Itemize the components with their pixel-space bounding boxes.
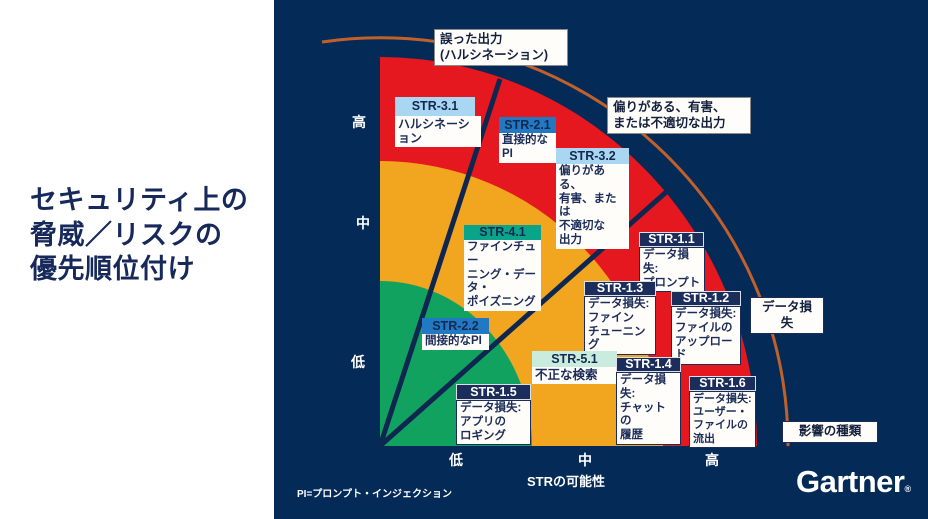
x-axis-title: STRの可能性 <box>527 474 606 489</box>
risk-item-desc: データ損失: ファイルの アップロード <box>671 306 741 366</box>
risk-item-desc: ファインチュー ニング・データ・ ポイズニング <box>464 240 541 311</box>
callout-biased-harmful-output: 偏りがある、有害、 または不適切な出力 <box>607 97 751 135</box>
risk-item-badge: STR-1.6 <box>689 376 756 391</box>
registered-mark-icon: ® <box>904 484 911 494</box>
x-tick-low: 低 <box>449 452 463 468</box>
y-tick-mid: 中 <box>356 215 370 231</box>
risk-item-desc: データ損失: ファイン チューニング <box>584 296 656 356</box>
risk-item-str-5-1: STR-5.1 不正な検索 <box>532 351 617 384</box>
title-panel: セキュリティ上の 脅威／リスクの 優先順位付け <box>0 0 274 519</box>
risk-item-desc: 直接的なPI <box>499 133 556 163</box>
risk-item-str-1-6: STR-1.6 データ損失: ユーザー・ ファイルの 流出 <box>689 376 756 448</box>
risk-item-str-1-5: STR-1.5 データ損失: アプリの ロギング <box>456 384 531 446</box>
risk-item-desc: データ損失: アプリの ロギング <box>456 400 531 446</box>
risk-item-str-1-3: STR-1.3 データ損失: ファイン チューニング <box>584 281 656 356</box>
callout-data-loss: データ損失 <box>750 297 824 335</box>
risk-item-desc: データ損失: ユーザー・ ファイルの 流出 <box>689 391 756 448</box>
risk-item-badge: STR-1.3 <box>584 281 656 296</box>
gartner-logo: Gartner® <box>796 464 911 500</box>
risk-item-str-3-2: STR-3.2 偏りがある、 有害、または 不適切な 出力 <box>556 148 629 249</box>
risk-item-str-2-2: STR-2.2 間接的なPI <box>422 318 489 350</box>
page-title: セキュリティ上の 脅威／リスクの 優先順位付け <box>30 185 249 285</box>
risk-item-str-1-2: STR-1.2 データ損失: ファイルの アップロード <box>671 291 741 366</box>
risk-item-badge: STR-1.2 <box>671 291 741 306</box>
gartner-logo-text: Gartner <box>796 464 905 499</box>
risk-item-badge: STR-1.4 <box>616 357 681 372</box>
impact-arc-line <box>321 36 790 447</box>
risk-item-badge: STR-3.1 <box>395 97 475 116</box>
risk-item-badge: STR-1.5 <box>456 384 531 400</box>
risk-item-str-1-1: STR-1.1 データ損失: プロンプト <box>639 232 705 293</box>
risk-item-badge: STR-2.1 <box>499 117 556 133</box>
risk-item-badge: STR-3.2 <box>556 148 629 164</box>
y-tick-low: 低 <box>351 354 365 370</box>
risk-item-str-2-1: STR-2.1 直接的なPI <box>499 117 556 163</box>
risk-item-badge: STR-4.1 <box>464 225 541 240</box>
risk-item-str-1-4: STR-1.4 データ損失: チャットの 履歴 <box>616 357 681 445</box>
risk-item-str-4-1: STR-4.1 ファインチュー ニング・データ・ ポイズニング <box>464 225 541 311</box>
y-tick-high: 高 <box>352 114 366 130</box>
risk-item-badge: STR-2.2 <box>422 318 489 334</box>
risk-item-desc: 不正な検索 <box>532 367 617 384</box>
risk-item-desc: データ損失: チャットの 履歴 <box>616 372 681 445</box>
x-tick-mid: 中 <box>578 452 592 468</box>
footnote: PI=プロンプト・インジェクション <box>297 489 452 500</box>
callout-impact-type: 影響の種類 <box>782 421 878 443</box>
risk-item-badge: STR-1.1 <box>639 232 704 247</box>
x-tick-high: 高 <box>705 452 719 468</box>
risk-item-desc: 偏りがある、 有害、または 不適切な 出力 <box>556 164 629 249</box>
risk-item-desc: 間接的なPI <box>422 334 489 350</box>
risk-item-str-3-1: STR-3.1 ハルシネーション <box>395 97 481 147</box>
callout-wrong-output: 誤った出力 (ハルシネーション) <box>434 29 568 67</box>
risk-item-desc: ハルシネーション <box>395 116 481 147</box>
risk-item-badge: STR-5.1 <box>532 351 617 367</box>
